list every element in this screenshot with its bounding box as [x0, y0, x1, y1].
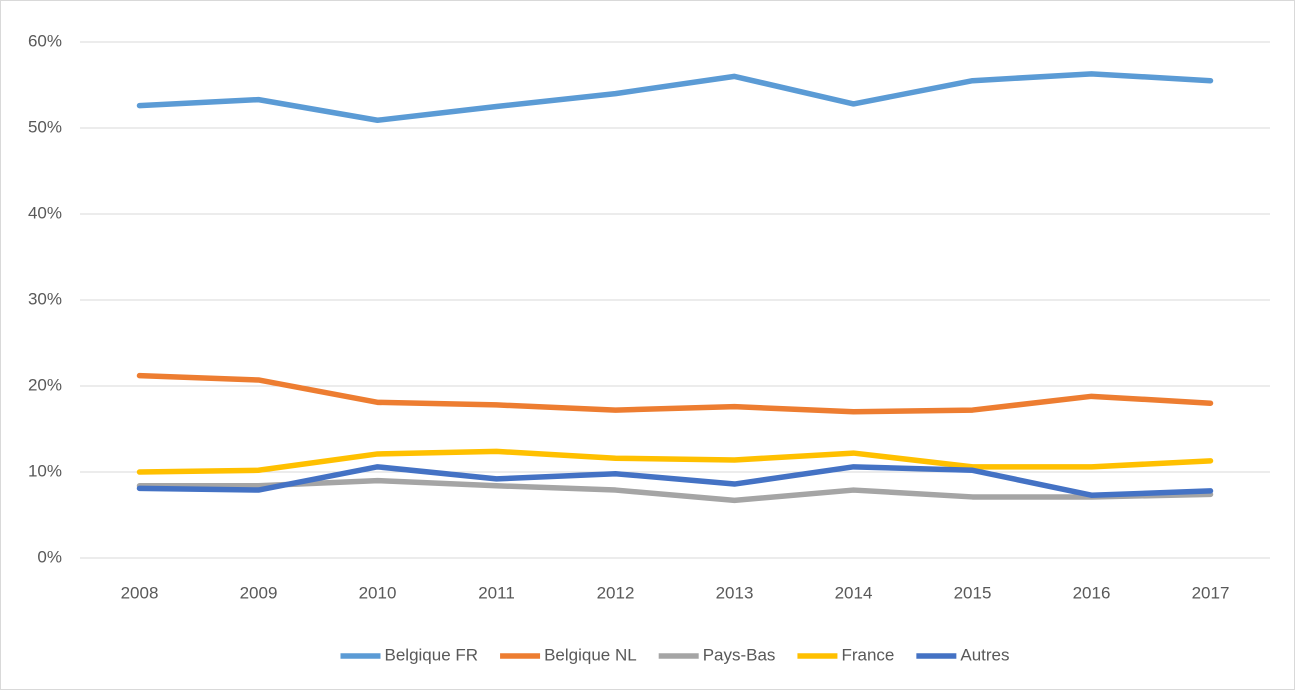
x-tick-label: 2017 [1192, 583, 1230, 602]
x-tick-label: 2012 [597, 583, 635, 602]
x-tick-label: 2010 [359, 583, 397, 602]
x-tick-label: 2016 [1073, 583, 1111, 602]
legend-label: Belgique NL [544, 645, 637, 664]
legend-label: France [841, 645, 894, 664]
series-line [136, 372, 1214, 415]
y-tick-label: 40% [28, 203, 62, 222]
y-tick-label: 0% [37, 547, 62, 566]
x-tick-label: 2008 [121, 583, 159, 602]
y-tick-label: 20% [28, 375, 62, 394]
x-tick-label: 2011 [478, 583, 515, 602]
y-tick-label: 60% [28, 31, 62, 50]
y-tick-label: 30% [28, 289, 62, 308]
series-line [136, 448, 1214, 475]
series-line [136, 477, 1214, 504]
legend-label: Pays-Bas [703, 645, 776, 664]
y-tick-label: 50% [28, 117, 62, 136]
x-tick-label: 2013 [716, 583, 754, 602]
series-line [136, 71, 1214, 124]
legend-label: Autres [960, 645, 1009, 664]
x-tick-label: 2015 [954, 583, 992, 602]
series-line [136, 464, 1214, 498]
x-tick-label: 2014 [835, 583, 873, 602]
x-tick-label: 2009 [240, 583, 278, 602]
y-tick-label: 10% [28, 461, 62, 480]
legend-label: Belgique FR [385, 645, 479, 664]
